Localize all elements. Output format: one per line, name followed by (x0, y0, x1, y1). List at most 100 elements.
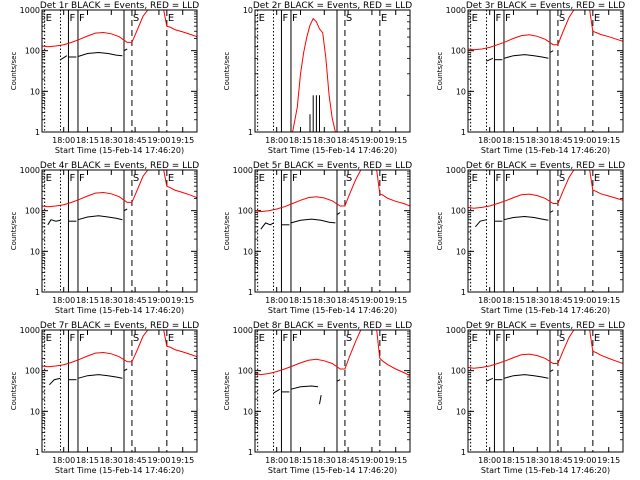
x-tick-label: 18:30 (313, 456, 336, 465)
events-series-line (273, 388, 281, 394)
x-tick-label: 18:15 (289, 136, 312, 145)
x-tick-label: 18:45 (337, 136, 360, 145)
x-tick-label: 18:15 (289, 456, 312, 465)
x-axis-label: Start Time (15-Feb-14 17:46:20) (268, 306, 397, 315)
events-series-line (123, 208, 128, 212)
x-tick-label: 18:45 (550, 136, 573, 145)
x-tick-label: 19:15 (171, 136, 194, 145)
x-tick-label: 18:00 (478, 136, 501, 145)
y-axis-label: Counts/sec (10, 212, 18, 251)
y-tick-label: 10 (456, 247, 466, 256)
y-tick-label: 1 (461, 448, 466, 457)
y-tick-label: 1 (461, 128, 466, 137)
event-marker-label: E (46, 173, 52, 184)
y-tick-label: 10 (456, 407, 466, 416)
event-marker-label: S (559, 173, 565, 184)
x-tick-label: 18:30 (313, 296, 336, 305)
x-axis-label: Start Time (15-Feb-14 17:46:20) (481, 146, 610, 155)
event-marker-label: E (472, 333, 478, 344)
lld-series-line (468, 330, 623, 369)
events-series-line (336, 212, 341, 216)
event-marker-label: E (472, 13, 478, 24)
event-marker-label: F (69, 333, 75, 344)
event-marker-label: F (69, 13, 75, 24)
x-tick-label: 19:00 (573, 296, 596, 305)
x-tick-label: 18:30 (100, 456, 123, 465)
events-series-line (77, 51, 123, 57)
y-tick-label: 1000 (446, 6, 466, 15)
event-marker-label: F (282, 173, 288, 184)
event-marker-label: E (381, 173, 387, 184)
events-series-line (77, 215, 123, 221)
event-marker-label: S (346, 13, 352, 24)
y-tick-label: 10 (243, 407, 253, 416)
y-axis-label: Counts/sec (436, 372, 444, 411)
x-tick-label: 18:15 (502, 296, 525, 305)
event-marker-label: E (168, 13, 174, 24)
y-tick-label: 100 (25, 367, 40, 376)
x-tick-label: 19:15 (597, 136, 620, 145)
y-axis-label: Counts/sec (223, 52, 231, 91)
detector-panel-1: Det 1r BLACK = Events, RED = LLD 18:00 18:… (10, 1, 199, 155)
events-series-line (336, 379, 341, 382)
lld-series-line (42, 170, 197, 208)
event-marker-label: E (594, 173, 600, 184)
x-axis-label: Start Time (15-Feb-14 17:46:20) (481, 306, 610, 315)
events-series-line (290, 385, 319, 390)
event-marker-label: S (346, 333, 352, 344)
x-axis-label: Start Time (15-Feb-14 17:46:20) (55, 146, 184, 155)
y-tick-label: 1000 (20, 6, 40, 15)
x-tick-label: 19:00 (573, 456, 596, 465)
x-tick-label: 18:00 (478, 456, 501, 465)
event-marker-label: F (495, 13, 501, 24)
x-tick-label: 18:45 (337, 456, 360, 465)
x-tick-label: 18:00 (265, 296, 288, 305)
x-axis-label: Start Time (15-Feb-14 17:46:20) (268, 146, 397, 155)
y-tick-label: 10 (30, 247, 40, 256)
x-tick-label: 18:45 (124, 136, 147, 145)
y-tick-label: 1 (35, 288, 40, 297)
event-marker-label: E (46, 13, 52, 24)
event-marker-label: E (594, 333, 600, 344)
x-tick-label: 18:00 (265, 456, 288, 465)
event-marker-label: E (259, 13, 265, 24)
y-axis-label: Counts/sec (436, 212, 444, 251)
panel-title: Det 9r BLACK = Events, RED = LLD (466, 321, 625, 331)
y-tick-label: 1 (35, 128, 40, 137)
event-marker-label: F (505, 333, 511, 344)
y-tick-label: 1 (248, 288, 253, 297)
x-tick-label: 19:15 (597, 296, 620, 305)
y-tick-label: 1 (248, 448, 253, 457)
lld-series-line (468, 170, 623, 209)
event-marker-label: E (168, 173, 174, 184)
x-tick-label: 19:00 (360, 136, 383, 145)
event-marker-label: F (282, 13, 288, 24)
event-marker-label: F (79, 173, 85, 184)
y-axis-label: Counts/sec (10, 52, 18, 91)
events-series-line (123, 48, 128, 52)
x-tick-label: 18:00 (478, 296, 501, 305)
y-tick-label: 1000 (446, 326, 466, 335)
x-tick-label: 18:00 (52, 296, 75, 305)
panel-title: Det 8r BLACK = Events, RED = LLD (253, 321, 412, 331)
event-marker-label: F (495, 173, 501, 184)
events-series-line (549, 50, 554, 53)
x-axis-label: Start Time (15-Feb-14 17:46:20) (481, 466, 610, 475)
lld-series-line (468, 10, 623, 51)
y-tick-label: 1000 (20, 166, 40, 175)
x-tick-label: 18:00 (52, 456, 75, 465)
x-tick-label: 18:30 (526, 136, 549, 145)
events-series-line (486, 377, 494, 382)
y-tick-label: 1000 (233, 326, 253, 335)
plot-frame (467, 169, 624, 293)
x-tick-label: 18:00 (52, 136, 75, 145)
x-tick-label: 18:15 (76, 296, 99, 305)
y-axis-label: Counts/sec (223, 212, 231, 251)
panel-title: Det 1r BLACK = Events, RED = LLD (40, 1, 199, 11)
event-marker-label: S (133, 13, 139, 24)
